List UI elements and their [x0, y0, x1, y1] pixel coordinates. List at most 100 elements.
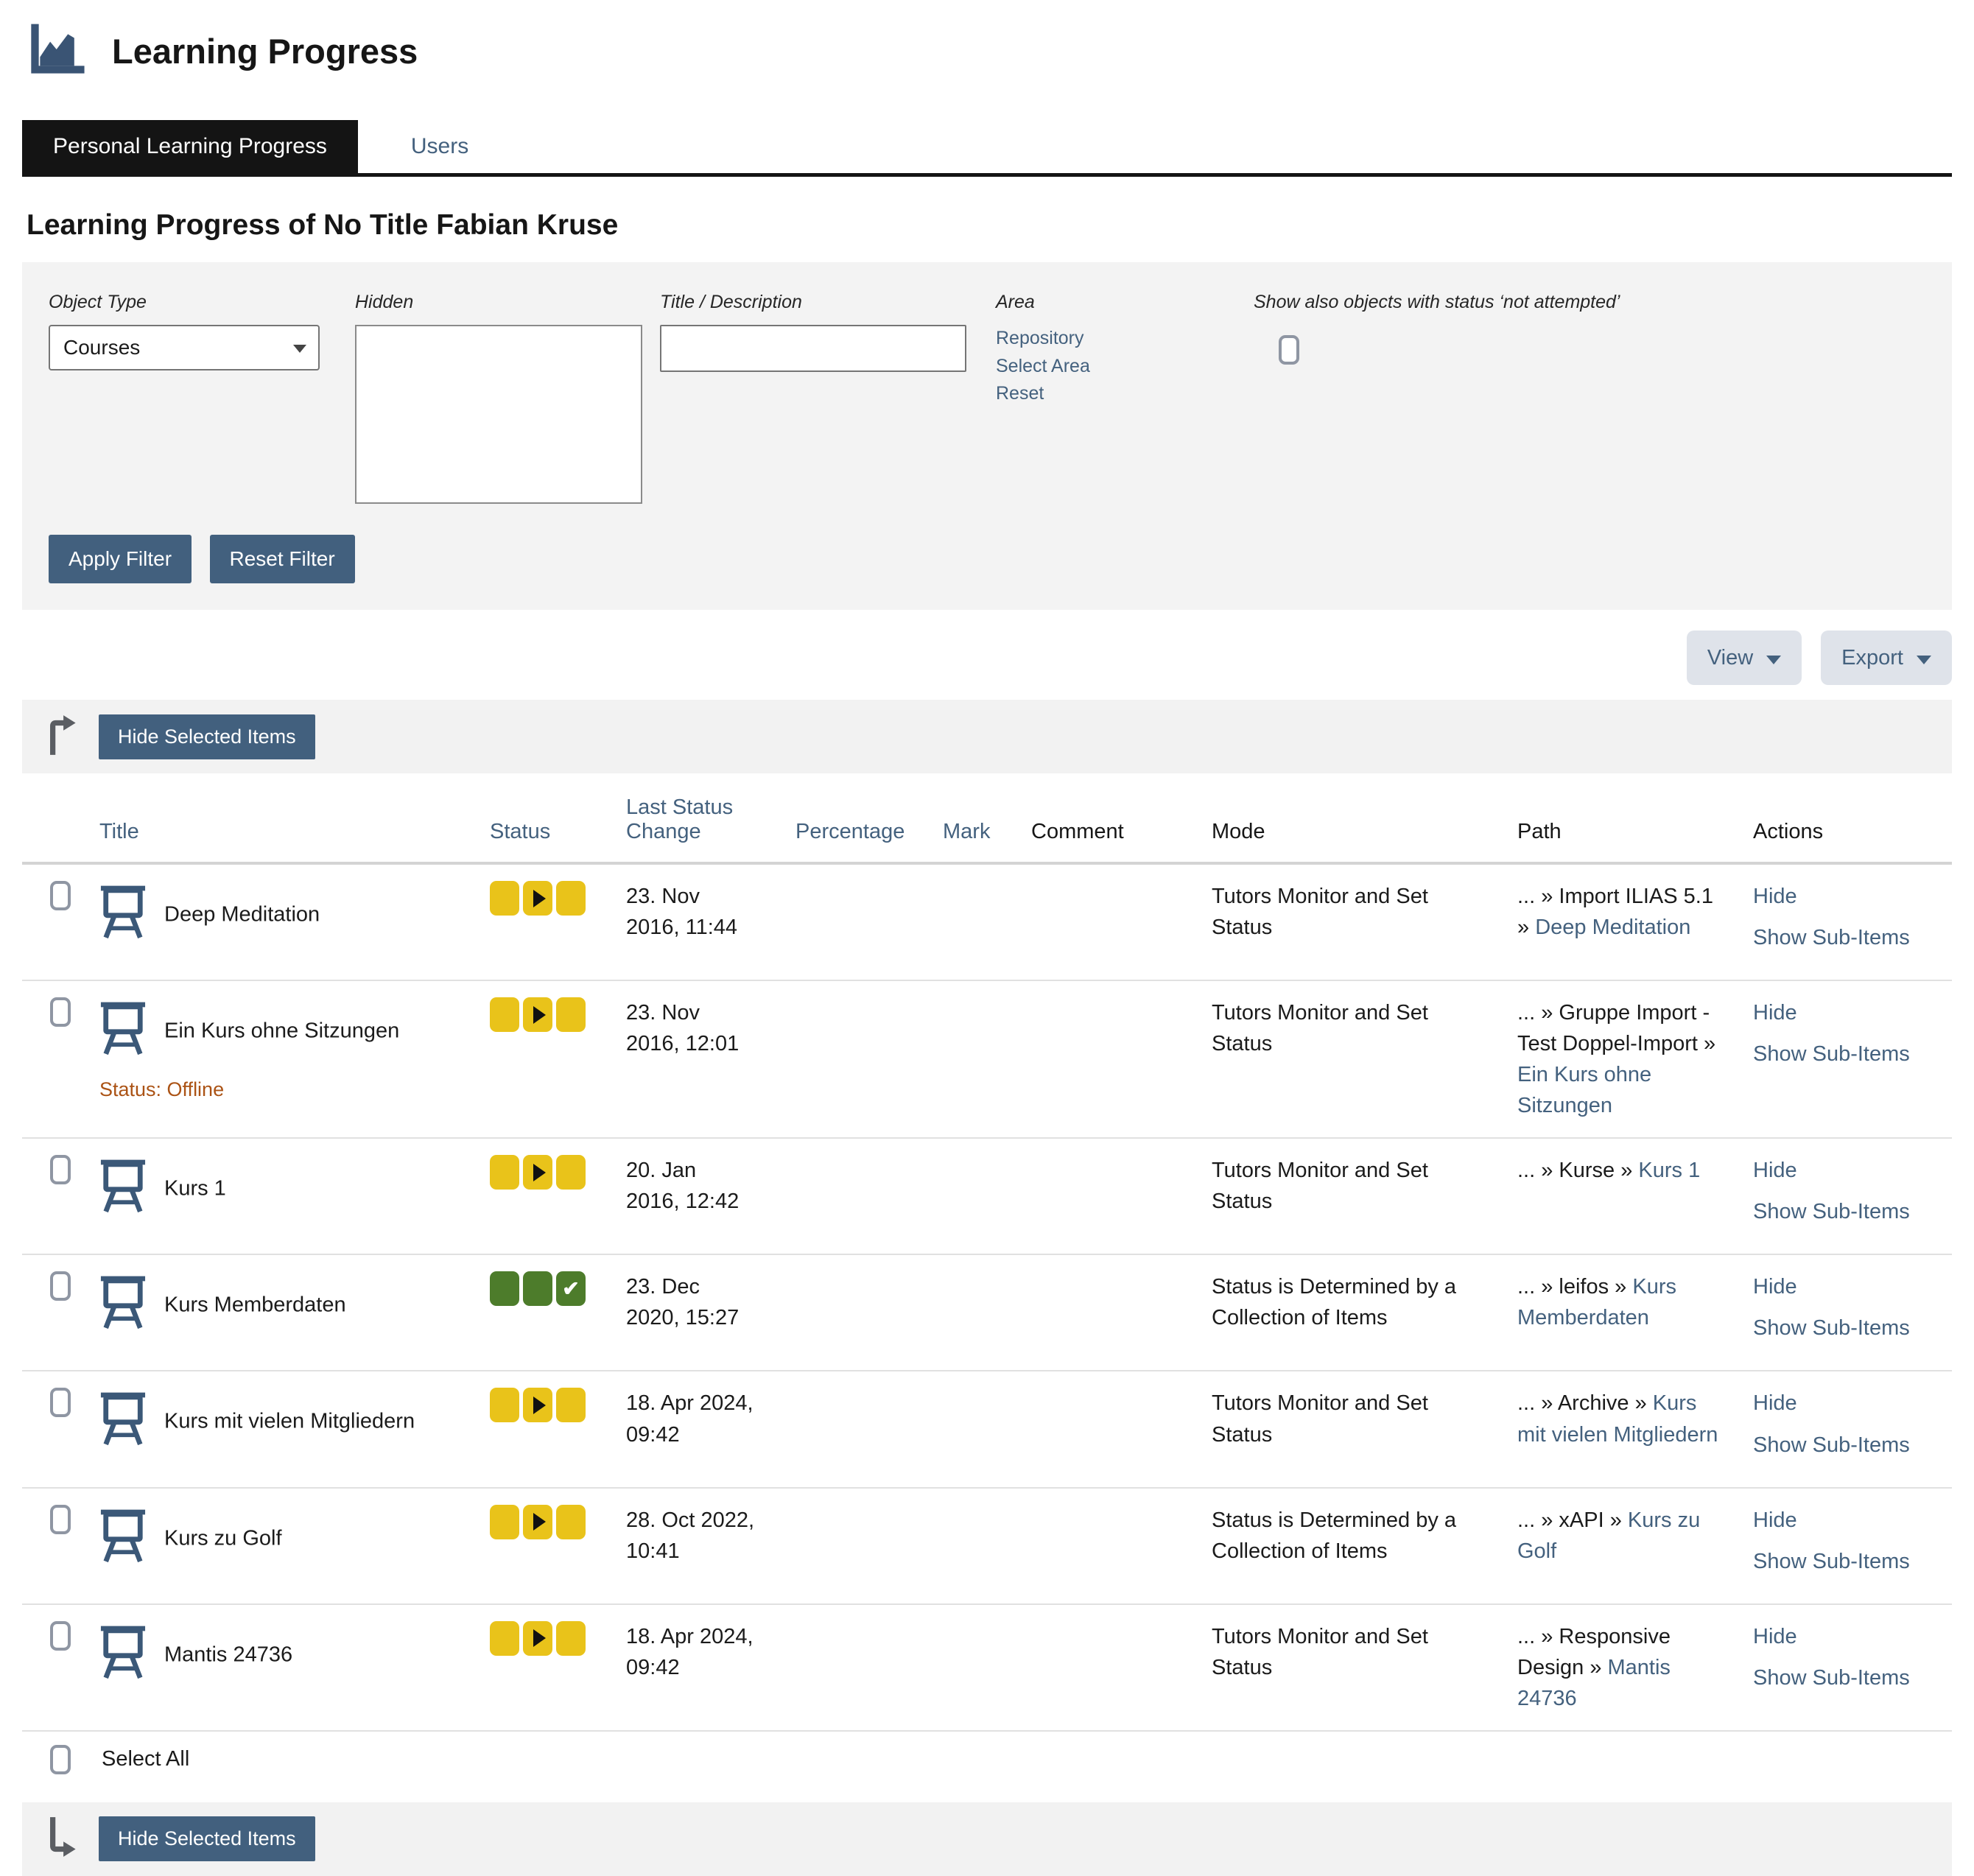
path-prefix: ... » leifos » — [1517, 1275, 1633, 1299]
cell-percentage — [770, 980, 917, 1139]
path-link[interactable]: Kurs Memberdaten — [1517, 1275, 1676, 1330]
column-header-actions: Actions — [1727, 781, 1952, 865]
cell-path: ... » Archive » Kurs mit vielen Mitglied… — [1492, 1371, 1727, 1489]
row-title: Kurs mit vielen Mitgliedern — [164, 1410, 415, 1434]
app-header: Learning Progress — [0, 0, 1974, 85]
cell-mark — [917, 1371, 1005, 1489]
action-link-show-sub-items[interactable]: Show Sub-Items — [1753, 1665, 1910, 1690]
table-actions-row: View Export — [22, 630, 1952, 685]
cell-mark — [917, 1603, 1005, 1732]
sort-link[interactable]: Mark — [943, 820, 991, 843]
sort-link[interactable]: Percentage — [795, 820, 905, 843]
cell-actions: Hide Show Sub-Items — [1727, 1371, 1952, 1489]
row-checkbox[interactable] — [50, 881, 71, 910]
export-dropdown-label: Export — [1841, 645, 1903, 670]
select-all-row: Select All — [22, 1732, 1952, 1788]
table-header-row: Title Status Last Status Change Percentage M… — [22, 781, 1952, 865]
cell-percentage — [770, 1603, 917, 1732]
object-type-label: Object Type — [49, 292, 147, 312]
last-status-change: 20. Jan 2016, 12:42 — [600, 1138, 770, 1256]
object-type-selected-value: Courses — [63, 336, 141, 359]
path-link[interactable]: Mantis 24736 — [1517, 1655, 1671, 1710]
action-link-show-sub-items[interactable]: Show Sub-Items — [1753, 1200, 1910, 1224]
cell-path: ... » Gruppe Import - Test Doppel-Import… — [1492, 980, 1727, 1139]
cell-comment — [1005, 1371, 1186, 1489]
action-link-show-sub-items[interactable]: Show Sub-Items — [1753, 1549, 1910, 1573]
export-dropdown-button[interactable]: Export — [1821, 630, 1952, 685]
cell-percentage — [770, 1138, 917, 1256]
column-header-status: Status — [464, 781, 600, 865]
table-row: Mantis 24736 18. Apr 2024, 09:42 Tutors Mo… — [22, 1603, 1952, 1732]
title-description-input[interactable] — [660, 325, 966, 372]
action-link-hide[interactable]: Hide — [1753, 1001, 1797, 1025]
path-prefix: ... » Archive » — [1517, 1391, 1653, 1416]
select-all-checkbox[interactable] — [50, 1744, 71, 1774]
action-link-show-sub-items[interactable]: Show Sub-Items — [1753, 1042, 1910, 1067]
object-type-select[interactable]: Courses — [49, 325, 320, 370]
row-checkbox[interactable] — [50, 1388, 71, 1418]
course-board-icon — [99, 997, 147, 1067]
column-header-mode: Mode — [1186, 781, 1492, 865]
action-link-hide[interactable]: Hide — [1753, 885, 1797, 908]
hidden-multiselect[interactable] — [355, 325, 642, 504]
sort-link[interactable]: Title — [99, 820, 139, 843]
row-checkbox[interactable] — [50, 1155, 71, 1185]
cell-mark — [917, 1487, 1005, 1605]
path-link[interactable]: Deep Meditation — [1535, 916, 1691, 940]
sort-link[interactable]: Status — [490, 820, 551, 843]
status-in-progress-icon — [490, 881, 586, 916]
row-checkbox[interactable] — [50, 1504, 71, 1534]
course-board-icon — [99, 1271, 147, 1341]
tab-users[interactable]: Users — [410, 134, 469, 158]
cell-comment — [1005, 1487, 1186, 1605]
action-link-hide[interactable]: Hide — [1753, 1275, 1797, 1299]
path-link[interactable]: Ein Kurs ohne Sitzungen — [1517, 1063, 1652, 1118]
column-header-last-status-change: Last Status Change — [600, 781, 770, 865]
area-link-select-area[interactable]: Select Area — [996, 355, 1090, 376]
path-link[interactable]: Kurs mit vielen Mitgliedern — [1517, 1391, 1718, 1447]
area-link-repository[interactable]: Repository — [996, 328, 1084, 348]
action-link-hide[interactable]: Hide — [1753, 1624, 1797, 1648]
status-completed-icon: ✔ — [490, 1271, 586, 1307]
hide-selected-items-button-top[interactable]: Hide Selected Items — [99, 714, 315, 759]
area-label: Area — [996, 292, 1035, 312]
area-link-reset[interactable]: Reset — [996, 383, 1044, 404]
tab-personal-learning-progress[interactable]: Personal Learning Progress — [22, 120, 358, 173]
action-link-show-sub-items[interactable]: Show Sub-Items — [1753, 926, 1910, 950]
course-board-icon — [99, 1388, 147, 1457]
hidden-label: Hidden — [355, 292, 414, 312]
path-prefix: ... » Import ILIAS 5.1 » — [1517, 885, 1713, 940]
row-checkbox[interactable] — [50, 997, 71, 1027]
path-link[interactable]: Kurs 1 — [1638, 1159, 1701, 1183]
cell-mode: Status is Determined by a Collection of … — [1186, 1487, 1492, 1605]
status-in-progress-icon — [490, 1155, 586, 1190]
title-description-label: Title / Description — [660, 292, 802, 312]
reset-filter-button[interactable]: Reset Filter — [209, 535, 355, 583]
hide-selected-items-button-bottom[interactable]: Hide Selected Items — [99, 1816, 315, 1862]
row-checkbox[interactable] — [50, 1620, 71, 1651]
not-attempted-label: Show also objects with status ‘not attem… — [1254, 292, 1620, 312]
view-dropdown-button[interactable]: View — [1686, 630, 1802, 685]
sort-link[interactable]: Last Status Change — [626, 795, 734, 843]
row-title: Mantis 24736 — [164, 1643, 293, 1667]
cell-mode: Tutors Monitor and Set Status — [1186, 863, 1492, 982]
cell-comment — [1005, 1254, 1186, 1372]
action-link-hide[interactable]: Hide — [1753, 1391, 1797, 1416]
action-link-hide[interactable]: Hide — [1753, 1508, 1797, 1532]
action-link-hide[interactable]: Hide — [1753, 1159, 1797, 1183]
row-title: Kurs Memberdaten — [164, 1293, 346, 1318]
path-prefix: ... » xAPI » — [1517, 1508, 1628, 1532]
status-in-progress-icon — [490, 997, 586, 1033]
cell-comment — [1005, 863, 1186, 982]
cell-comment — [1005, 1138, 1186, 1256]
course-board-icon — [99, 1505, 147, 1574]
not-attempted-checkbox[interactable] — [1279, 335, 1299, 365]
apply-filter-button[interactable]: Apply Filter — [49, 535, 192, 583]
path-link[interactable]: Kurs zu Golf — [1517, 1508, 1701, 1563]
action-link-show-sub-items[interactable]: Show Sub-Items — [1753, 1433, 1910, 1457]
last-status-change: 23. Dec 2020, 15:27 — [600, 1254, 770, 1372]
action-link-show-sub-items[interactable]: Show Sub-Items — [1753, 1316, 1910, 1341]
cell-actions: Hide Show Sub-Items — [1727, 1603, 1952, 1732]
row-checkbox[interactable] — [50, 1271, 71, 1301]
column-header-comment: Comment — [1005, 781, 1186, 865]
